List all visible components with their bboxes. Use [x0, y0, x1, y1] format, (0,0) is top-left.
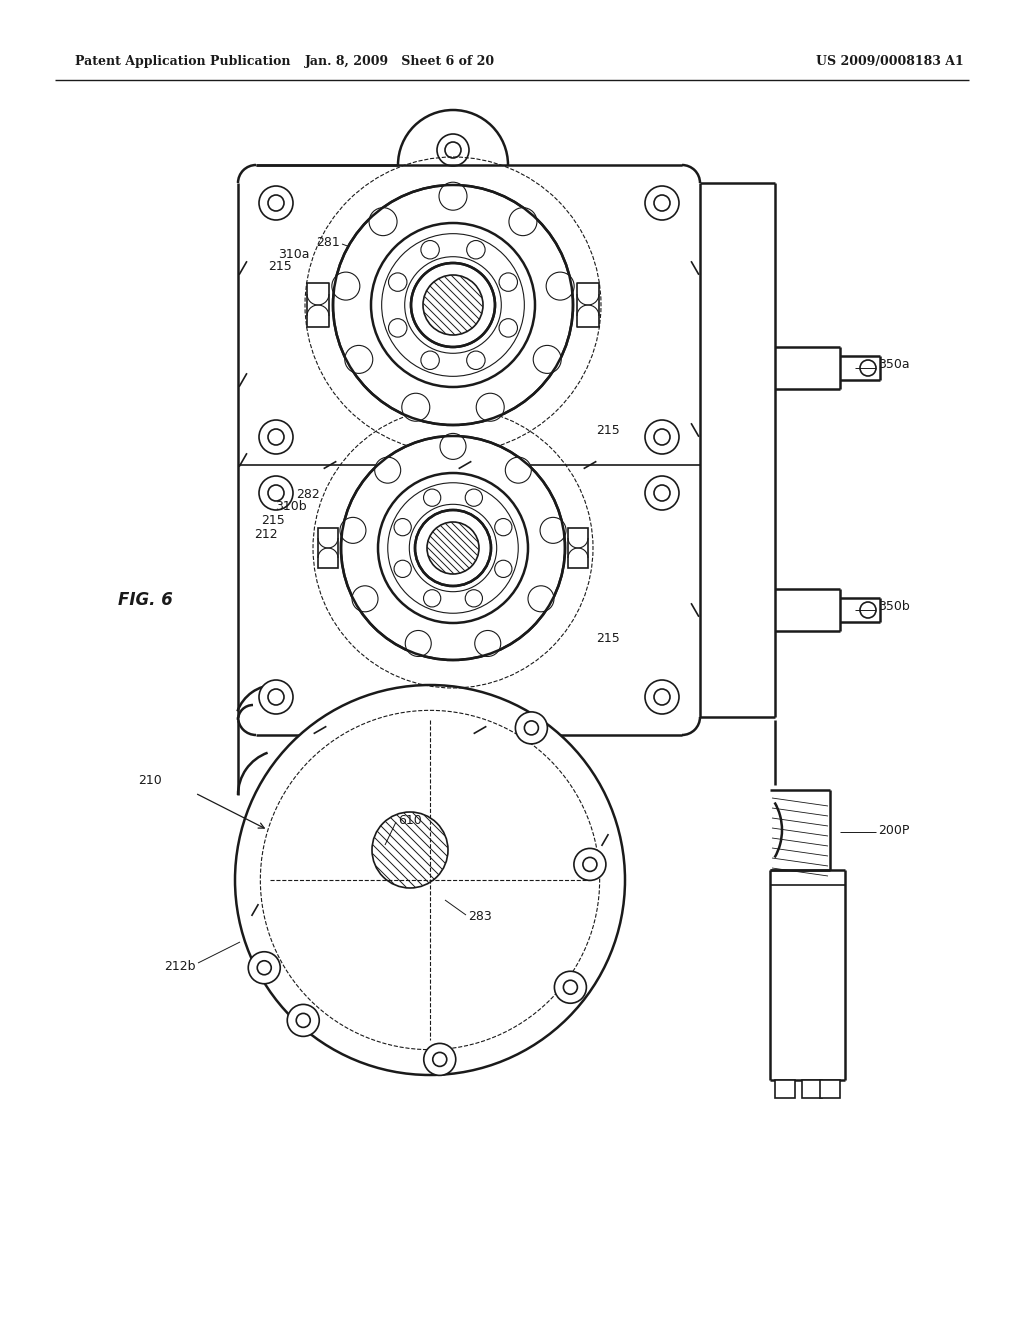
- Bar: [568, 528, 588, 568]
- Circle shape: [296, 1014, 310, 1027]
- Text: 215: 215: [268, 260, 292, 273]
- Circle shape: [378, 473, 528, 623]
- Text: 610: 610: [398, 813, 422, 826]
- Circle shape: [268, 429, 284, 445]
- Circle shape: [476, 393, 504, 421]
- Circle shape: [475, 631, 501, 656]
- Circle shape: [499, 318, 517, 337]
- Circle shape: [259, 420, 293, 454]
- Text: Jan. 8, 2009   Sheet 6 of 20: Jan. 8, 2009 Sheet 6 of 20: [305, 55, 495, 69]
- Text: 212b: 212b: [165, 961, 196, 974]
- Circle shape: [288, 1005, 319, 1036]
- Text: 212: 212: [254, 528, 278, 541]
- Text: 215: 215: [596, 631, 620, 644]
- Text: 281: 281: [316, 235, 340, 248]
- Circle shape: [465, 488, 482, 507]
- Circle shape: [424, 590, 440, 607]
- Circle shape: [234, 685, 625, 1074]
- Circle shape: [424, 488, 440, 507]
- Circle shape: [645, 680, 679, 714]
- Text: FIG. 6: FIG. 6: [118, 591, 173, 609]
- Text: Patent Application Publication: Patent Application Publication: [75, 55, 291, 69]
- Circle shape: [341, 436, 565, 660]
- Circle shape: [345, 346, 373, 374]
- Circle shape: [528, 586, 554, 611]
- Circle shape: [394, 519, 412, 536]
- Circle shape: [563, 981, 578, 994]
- Text: 282: 282: [296, 487, 319, 500]
- Circle shape: [421, 240, 439, 259]
- Circle shape: [534, 346, 561, 374]
- Circle shape: [505, 457, 531, 483]
- Text: 350a: 350a: [878, 359, 909, 371]
- Circle shape: [340, 517, 366, 544]
- Circle shape: [259, 186, 293, 220]
- Text: 310a: 310a: [279, 248, 310, 261]
- Bar: [577, 282, 599, 327]
- Circle shape: [415, 510, 490, 586]
- Bar: [775, 1080, 795, 1098]
- Text: 215: 215: [596, 424, 620, 437]
- Circle shape: [467, 240, 485, 259]
- Circle shape: [509, 207, 537, 236]
- Circle shape: [546, 272, 574, 300]
- Circle shape: [406, 631, 431, 656]
- Circle shape: [433, 1052, 446, 1067]
- Circle shape: [333, 185, 573, 425]
- Text: 210: 210: [138, 774, 162, 787]
- Circle shape: [352, 586, 378, 611]
- Circle shape: [495, 519, 512, 536]
- Circle shape: [421, 351, 439, 370]
- Circle shape: [371, 223, 535, 387]
- Circle shape: [268, 689, 284, 705]
- Circle shape: [268, 484, 284, 502]
- Circle shape: [257, 961, 271, 974]
- Circle shape: [268, 195, 284, 211]
- Circle shape: [401, 393, 430, 421]
- Circle shape: [248, 952, 281, 983]
- Circle shape: [332, 272, 359, 300]
- Circle shape: [645, 420, 679, 454]
- Circle shape: [515, 711, 548, 744]
- Circle shape: [388, 318, 407, 337]
- Circle shape: [583, 858, 597, 871]
- Text: 310b: 310b: [275, 500, 307, 513]
- Bar: [318, 528, 338, 568]
- Circle shape: [654, 484, 670, 502]
- Circle shape: [554, 972, 587, 1003]
- Text: 200P: 200P: [878, 824, 909, 837]
- Circle shape: [495, 560, 512, 577]
- Circle shape: [445, 143, 461, 158]
- Circle shape: [465, 590, 482, 607]
- Text: 350b: 350b: [878, 601, 909, 614]
- Circle shape: [375, 457, 400, 483]
- Bar: [820, 1080, 840, 1098]
- Circle shape: [654, 689, 670, 705]
- Circle shape: [424, 1043, 456, 1076]
- Circle shape: [259, 477, 293, 510]
- Text: US 2009/0008183 A1: US 2009/0008183 A1: [816, 55, 964, 69]
- Circle shape: [499, 273, 517, 292]
- Circle shape: [439, 182, 467, 210]
- Circle shape: [654, 195, 670, 211]
- Circle shape: [573, 849, 606, 880]
- Circle shape: [467, 351, 485, 370]
- Circle shape: [524, 721, 539, 735]
- Text: 215: 215: [261, 513, 285, 527]
- Circle shape: [388, 273, 407, 292]
- Bar: [802, 1080, 822, 1098]
- Circle shape: [540, 517, 566, 544]
- Circle shape: [411, 263, 495, 347]
- Circle shape: [645, 477, 679, 510]
- Circle shape: [259, 680, 293, 714]
- Bar: [307, 282, 329, 327]
- Circle shape: [645, 186, 679, 220]
- Circle shape: [440, 433, 466, 459]
- Circle shape: [654, 429, 670, 445]
- Text: 283: 283: [468, 911, 492, 924]
- Circle shape: [394, 560, 412, 577]
- Circle shape: [369, 207, 397, 236]
